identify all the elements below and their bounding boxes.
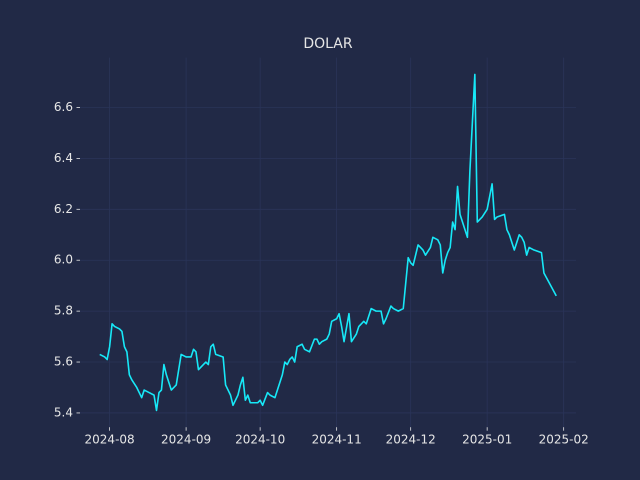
- x-tick-label: 2024-09: [161, 433, 211, 447]
- y-tick-label: 6.4: [54, 151, 73, 165]
- y-tick-label: 6.2: [54, 202, 73, 216]
- x-tick-label: 2025-01: [462, 433, 512, 447]
- y-tick-label: 5.6: [54, 355, 73, 369]
- x-tick-label: 2024-11: [312, 433, 362, 447]
- x-tick-label: 2024-10: [235, 433, 285, 447]
- chart-title: DOLAR: [303, 36, 352, 52]
- x-tick-label: 2025-02: [539, 433, 589, 447]
- x-tick-label: 2024-08: [85, 433, 135, 447]
- y-tick-label: 6.0: [54, 253, 73, 267]
- y-tick-label: 6.6: [54, 100, 73, 114]
- y-tick-label: 5.4: [54, 405, 73, 419]
- x-tick-label: 2024-12: [386, 433, 436, 447]
- line: [99, 73, 557, 412]
- y-tick-label: 5.8: [54, 304, 73, 318]
